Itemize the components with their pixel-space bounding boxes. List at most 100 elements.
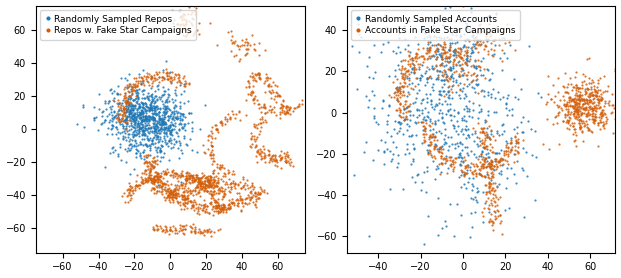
Point (206, 202, 215, 206)
Point (482, 144, 492, 149)
Point (192, 184, 202, 189)
Point (577, 85, 587, 90)
Point (120, 127, 130, 131)
Point (510, 144, 520, 148)
Point (107, 123, 117, 127)
Point (184, 81, 194, 86)
Point (440, 157, 450, 162)
Point (476, 152, 486, 156)
Point (133, 119, 143, 123)
Point (248, 136, 258, 141)
Point (176, 195, 186, 200)
Point (502, 159, 512, 163)
Point (419, 131, 428, 136)
Point (561, 85, 571, 90)
Point (288, 109, 298, 113)
Point (584, 105, 594, 110)
Point (415, 62, 425, 66)
Point (572, 117, 582, 122)
Point (481, 183, 491, 188)
Point (137, 125, 147, 129)
Point (282, 110, 292, 114)
Point (157, 121, 167, 125)
Point (458, 160, 468, 165)
Point (402, 122, 412, 126)
Point (597, 114, 607, 118)
Point (572, 93, 582, 98)
Point (188, 147, 197, 152)
Point (571, 107, 581, 111)
Point (159, 172, 169, 176)
Point (576, 111, 586, 116)
Point (569, 121, 579, 125)
Point (461, 168, 471, 172)
Point (473, 116, 483, 120)
Point (166, 182, 176, 186)
Point (491, 166, 501, 171)
Point (433, 47, 443, 52)
Point (100, 165, 110, 170)
Point (575, 125, 585, 130)
Point (440, 50, 450, 55)
Point (494, 43, 504, 47)
Point (195, 183, 205, 187)
Point (449, 52, 459, 57)
Point (495, 157, 505, 162)
Point (152, 177, 162, 182)
Point (236, 186, 246, 190)
Point (120, 113, 130, 118)
Point (593, 103, 603, 108)
Point (584, 87, 594, 91)
Point (168, 188, 178, 193)
Point (446, 113, 456, 117)
Point (407, 58, 417, 63)
Point (446, 75, 456, 79)
Point (181, 227, 191, 231)
Point (427, 98, 437, 103)
Point (593, 78, 603, 82)
Point (476, 152, 486, 156)
Point (463, 180, 473, 185)
Point (468, 169, 478, 173)
Point (150, 126, 160, 131)
Point (480, 120, 490, 125)
Point (178, 227, 188, 232)
Point (281, 158, 291, 162)
Point (476, 31, 486, 36)
Point (255, 117, 265, 121)
Point (491, 151, 501, 155)
Point (594, 111, 604, 116)
Point (429, 137, 439, 142)
Point (281, 104, 291, 108)
Point (180, 184, 190, 188)
Point (169, 18, 179, 23)
Point (217, 188, 227, 193)
Point (255, 129, 265, 133)
Point (472, 38, 482, 43)
Point (120, 85, 130, 90)
Point (265, 160, 274, 164)
Point (130, 184, 140, 188)
Point (170, 231, 179, 235)
Point (436, 54, 446, 58)
Point (173, 110, 183, 115)
Point (459, 44, 469, 49)
Point (140, 142, 150, 146)
Point (481, 36, 491, 41)
Point (436, 51, 446, 55)
Point (134, 142, 143, 147)
Point (79, 125, 89, 130)
Point (193, 191, 203, 195)
Point (197, 181, 207, 185)
Point (409, 159, 419, 163)
Point (568, 104, 578, 109)
Point (96, 122, 106, 127)
Point (486, 182, 496, 186)
Point (163, 144, 173, 148)
Point (188, 17, 197, 21)
Point (160, 117, 170, 121)
Point (249, 134, 259, 138)
Point (207, 183, 217, 187)
Point (422, 165, 432, 169)
Point (166, 131, 176, 136)
